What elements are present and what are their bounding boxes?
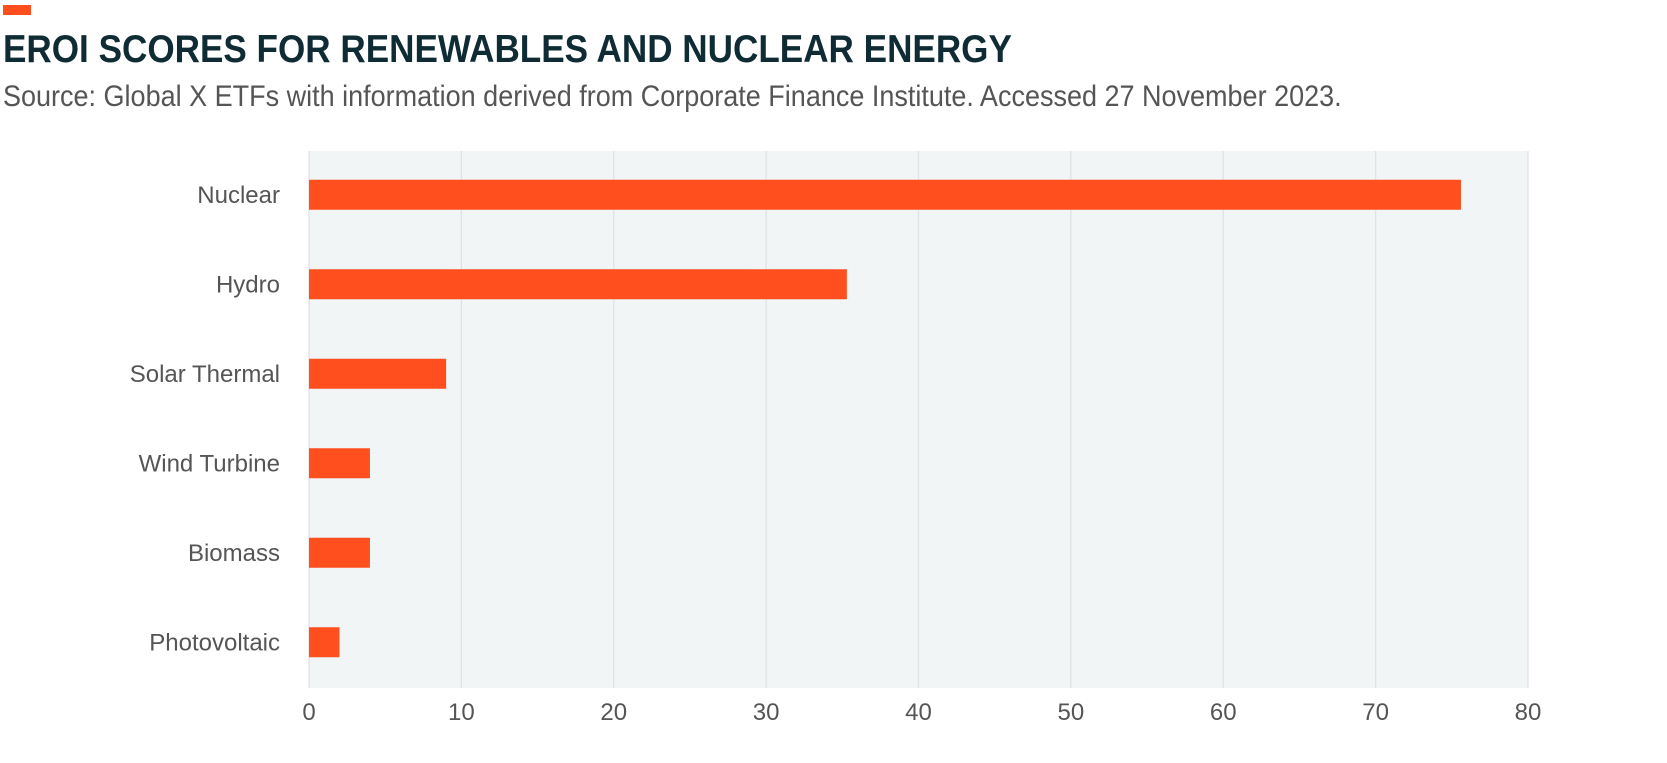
bar-hydro (309, 269, 847, 300)
x-tick-label: 10 (448, 699, 475, 726)
category-label: Solar Thermal (130, 361, 280, 388)
brand-marker (3, 5, 31, 15)
bar-wind-turbine (309, 448, 370, 479)
category-label: Photovoltaic (149, 629, 280, 656)
bar-biomass (309, 537, 370, 568)
category-label: Hydro (216, 271, 280, 298)
category-label: Nuclear (197, 182, 280, 209)
category-label: Biomass (188, 540, 280, 567)
x-tick-label: 70 (1362, 699, 1389, 726)
bar-photovoltaic (309, 627, 340, 658)
x-tick-label: 0 (302, 699, 315, 726)
x-tick-label: 50 (1058, 699, 1085, 726)
bar-nuclear (309, 179, 1461, 210)
category-label: Wind Turbine (139, 450, 280, 477)
chart-title: EROI SCORES FOR RENEWABLES AND NUCLEAR E… (3, 28, 1012, 71)
x-tick-label: 40 (905, 699, 932, 726)
x-tick-label: 60 (1210, 699, 1237, 726)
bar-solar-thermal (309, 358, 447, 389)
x-tick-label: 30 (753, 699, 780, 726)
x-tick-label: 20 (600, 699, 627, 726)
chart-subtitle: Source: Global X ETFs with information d… (3, 80, 1342, 113)
x-tick-label: 80 (1515, 699, 1542, 726)
